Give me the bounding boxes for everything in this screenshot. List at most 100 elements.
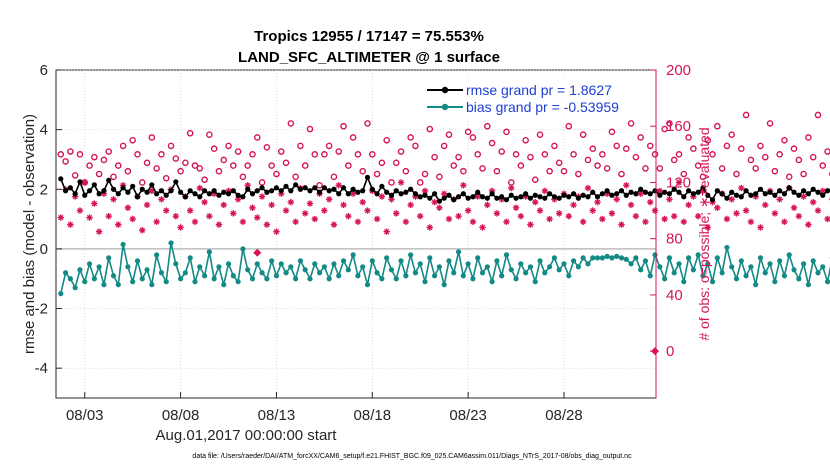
bias-point [255,261,260,266]
bias-point [470,276,475,281]
rmse-point [101,188,106,193]
rmse-point [739,194,744,199]
obs-evaluated-point [379,193,385,199]
obs-evaluated-point [724,216,730,222]
bias-point [125,264,130,269]
bias-point [681,279,686,284]
bias-point [437,264,442,269]
rmse-point [537,194,542,199]
obs-evaluated-point [82,179,88,185]
rmse-point [245,187,250,192]
obs-evaluated-point [268,202,274,208]
rmse-point [82,193,87,198]
rmse-point [87,188,92,193]
bias-point [73,285,78,290]
obs-evaluated-point [403,219,409,225]
rmse-point [274,185,279,190]
rmse-point [240,194,245,199]
rmse-point [106,178,111,183]
rmse-point [461,191,466,196]
bias-point [384,255,389,260]
bias-point [466,261,471,266]
bias-point [763,270,768,275]
bias-point [331,261,336,266]
bias-point [825,279,830,284]
obs-evaluated-point [642,219,648,225]
bias-point [787,252,792,257]
rmse-point [355,190,360,195]
rmse-point [427,196,432,201]
bias-point [341,258,346,263]
bias-point [533,279,538,284]
obs-evaluated-point [273,228,279,234]
obs-evaluated-point [374,216,380,222]
rmse-point [307,188,312,193]
bias-point [159,270,164,275]
rmse-point [480,194,485,199]
rmse-point [341,185,346,190]
obs-evaluated-point [125,205,131,211]
bias-point [485,264,490,269]
bias-point [815,270,820,275]
rmse-point [322,185,327,190]
rmse-point [183,194,188,199]
obs-evaluated-point [326,196,332,202]
rmse-point [351,187,356,192]
rmse-point [125,190,130,195]
x-tick-label: 08/18 [354,407,392,424]
rmse-point [255,188,260,193]
bias-point [97,264,102,269]
obs-evaluated-point [666,196,672,202]
rmse-point [413,191,418,196]
rmse-point [346,191,351,196]
rmse-point [120,185,125,190]
rmse-point [590,190,595,195]
obs-evaluated-point [570,202,576,208]
bias-point [279,261,284,266]
rmse-point [298,187,303,192]
bias-point [758,255,763,260]
obs-evaluated-point [628,202,634,208]
bias-point [552,255,557,260]
y-axis-label: rmse and bias (model - observation) [21,114,38,354]
rmse-point [600,191,605,196]
rmse-point [288,188,293,193]
bias-point [638,267,643,272]
bias-point [140,276,145,281]
rmse-point [552,194,557,199]
rmse-point [456,194,461,199]
obs-evaluated-point [633,213,639,219]
rmse-point [77,179,82,184]
x-tick-label: 08/28 [545,407,583,424]
bias-point [149,282,154,287]
rmse-point [422,193,427,198]
bias-point [667,255,672,260]
bias-point [509,267,514,272]
rmse-point [384,190,389,195]
bias-point [236,279,241,284]
bias-point [130,279,135,284]
bias-point [398,258,403,263]
bias-point [643,258,648,263]
rmse-point [557,196,562,201]
bias-point [355,273,360,278]
rmse-point [168,188,173,193]
rmse-point [279,188,284,193]
obs-evaluated-point [158,196,164,202]
rmse-point [154,191,159,196]
bias-point [605,254,610,259]
rmse-point [236,193,241,198]
bias-point [743,273,748,278]
obs-evaluated-point [594,199,600,205]
rmse-point [303,185,308,190]
bias-point [796,276,801,281]
rmse-point [619,188,624,193]
rmse-point [499,194,504,199]
obs-evaluated-point [661,216,667,222]
rmse-point [811,187,816,192]
obs-evaluated-point [513,205,519,211]
rmse-point [518,194,523,199]
rmse-point [336,191,341,196]
bias-point [168,240,173,245]
